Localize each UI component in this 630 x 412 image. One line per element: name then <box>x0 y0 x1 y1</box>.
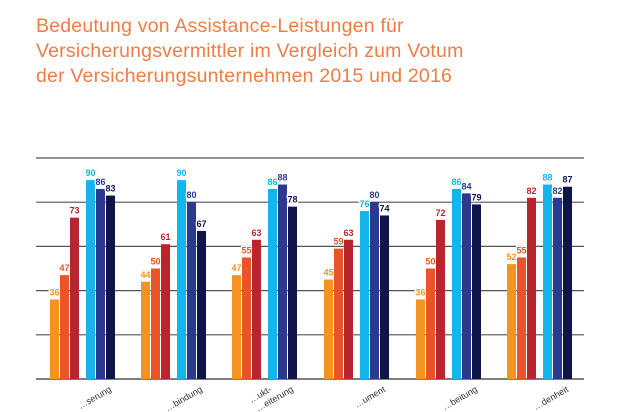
bar <box>86 180 95 379</box>
bar <box>177 180 186 379</box>
bar <box>60 275 69 379</box>
bar <box>252 239 261 379</box>
data-label: 36 <box>415 287 425 297</box>
data-label: 59 <box>333 237 343 247</box>
category-label: …bindung <box>163 384 204 412</box>
data-label: 90 <box>85 168 95 178</box>
data-label: 84 <box>461 181 471 191</box>
bar <box>344 239 353 379</box>
bar <box>436 219 445 379</box>
data-label: 61 <box>160 232 170 242</box>
data-label: 50 <box>425 257 435 267</box>
bar <box>380 215 389 379</box>
data-label: 47 <box>231 263 241 273</box>
title-line: der Versicherungsunternehmen 2015 und 20… <box>36 65 453 87</box>
data-label: 78 <box>287 195 297 205</box>
category-label: …denheit <box>532 384 571 412</box>
data-label: 63 <box>251 228 261 238</box>
title-line: Bedeutung von Assistance-Leistungen für <box>36 15 404 37</box>
data-label: 72 <box>435 208 445 218</box>
bar <box>70 217 79 379</box>
data-label: 80 <box>186 190 196 200</box>
data-label: 87 <box>562 175 572 185</box>
bar <box>141 281 150 379</box>
bar <box>324 279 333 379</box>
bar <box>50 299 59 379</box>
data-label: 36 <box>49 287 59 297</box>
data-label: 90 <box>176 168 186 178</box>
data-label: 83 <box>105 184 115 194</box>
bar <box>527 197 536 379</box>
bar <box>334 248 343 379</box>
bar <box>452 188 461 379</box>
data-label: 76 <box>359 199 369 209</box>
data-label: 79 <box>471 192 481 202</box>
bar <box>416 299 425 379</box>
data-label: 55 <box>516 245 526 255</box>
data-label: 52 <box>506 252 516 262</box>
chart-title: Bedeutung von Assistance-Leistungen für … <box>36 14 626 89</box>
data-label: 86 <box>451 177 461 187</box>
data-label: 82 <box>526 186 536 196</box>
data-label: 63 <box>343 228 353 238</box>
data-label: 86 <box>95 177 105 187</box>
bar <box>543 184 552 379</box>
data-label: 86 <box>267 177 277 187</box>
title-line: Versicherungsvermittler im Vergleich zum… <box>36 40 464 62</box>
bar <box>106 195 115 379</box>
bar <box>197 230 206 379</box>
bar <box>462 193 471 379</box>
data-label: 44 <box>140 270 150 280</box>
bar <box>370 202 379 379</box>
data-label: 67 <box>196 219 206 229</box>
data-label: 45 <box>323 268 333 278</box>
data-label: 74 <box>379 203 389 213</box>
data-label: 50 <box>150 257 160 267</box>
bar <box>472 204 481 379</box>
data-label: 80 <box>369 190 379 200</box>
data-label: 88 <box>542 173 552 183</box>
bar <box>232 275 241 379</box>
data-label: 88 <box>277 173 287 183</box>
bar <box>426 268 435 379</box>
bar <box>96 188 105 379</box>
bar <box>553 197 562 379</box>
category-label: …ument <box>353 384 388 410</box>
category-label: …serung <box>76 384 113 411</box>
data-label: 73 <box>69 206 79 216</box>
bar <box>161 244 170 379</box>
data-label: 47 <box>59 263 69 273</box>
data-label: 82 <box>552 186 562 196</box>
bar <box>242 257 251 379</box>
bar <box>288 206 297 379</box>
bar <box>507 264 516 379</box>
category-label: …beitung <box>441 384 479 412</box>
bar <box>517 257 526 379</box>
data-label: 55 <box>241 245 251 255</box>
bar <box>151 268 160 379</box>
bar <box>278 184 287 379</box>
bar <box>268 188 277 379</box>
bar <box>360 211 369 379</box>
bar <box>187 202 196 379</box>
bar <box>563 186 572 379</box>
